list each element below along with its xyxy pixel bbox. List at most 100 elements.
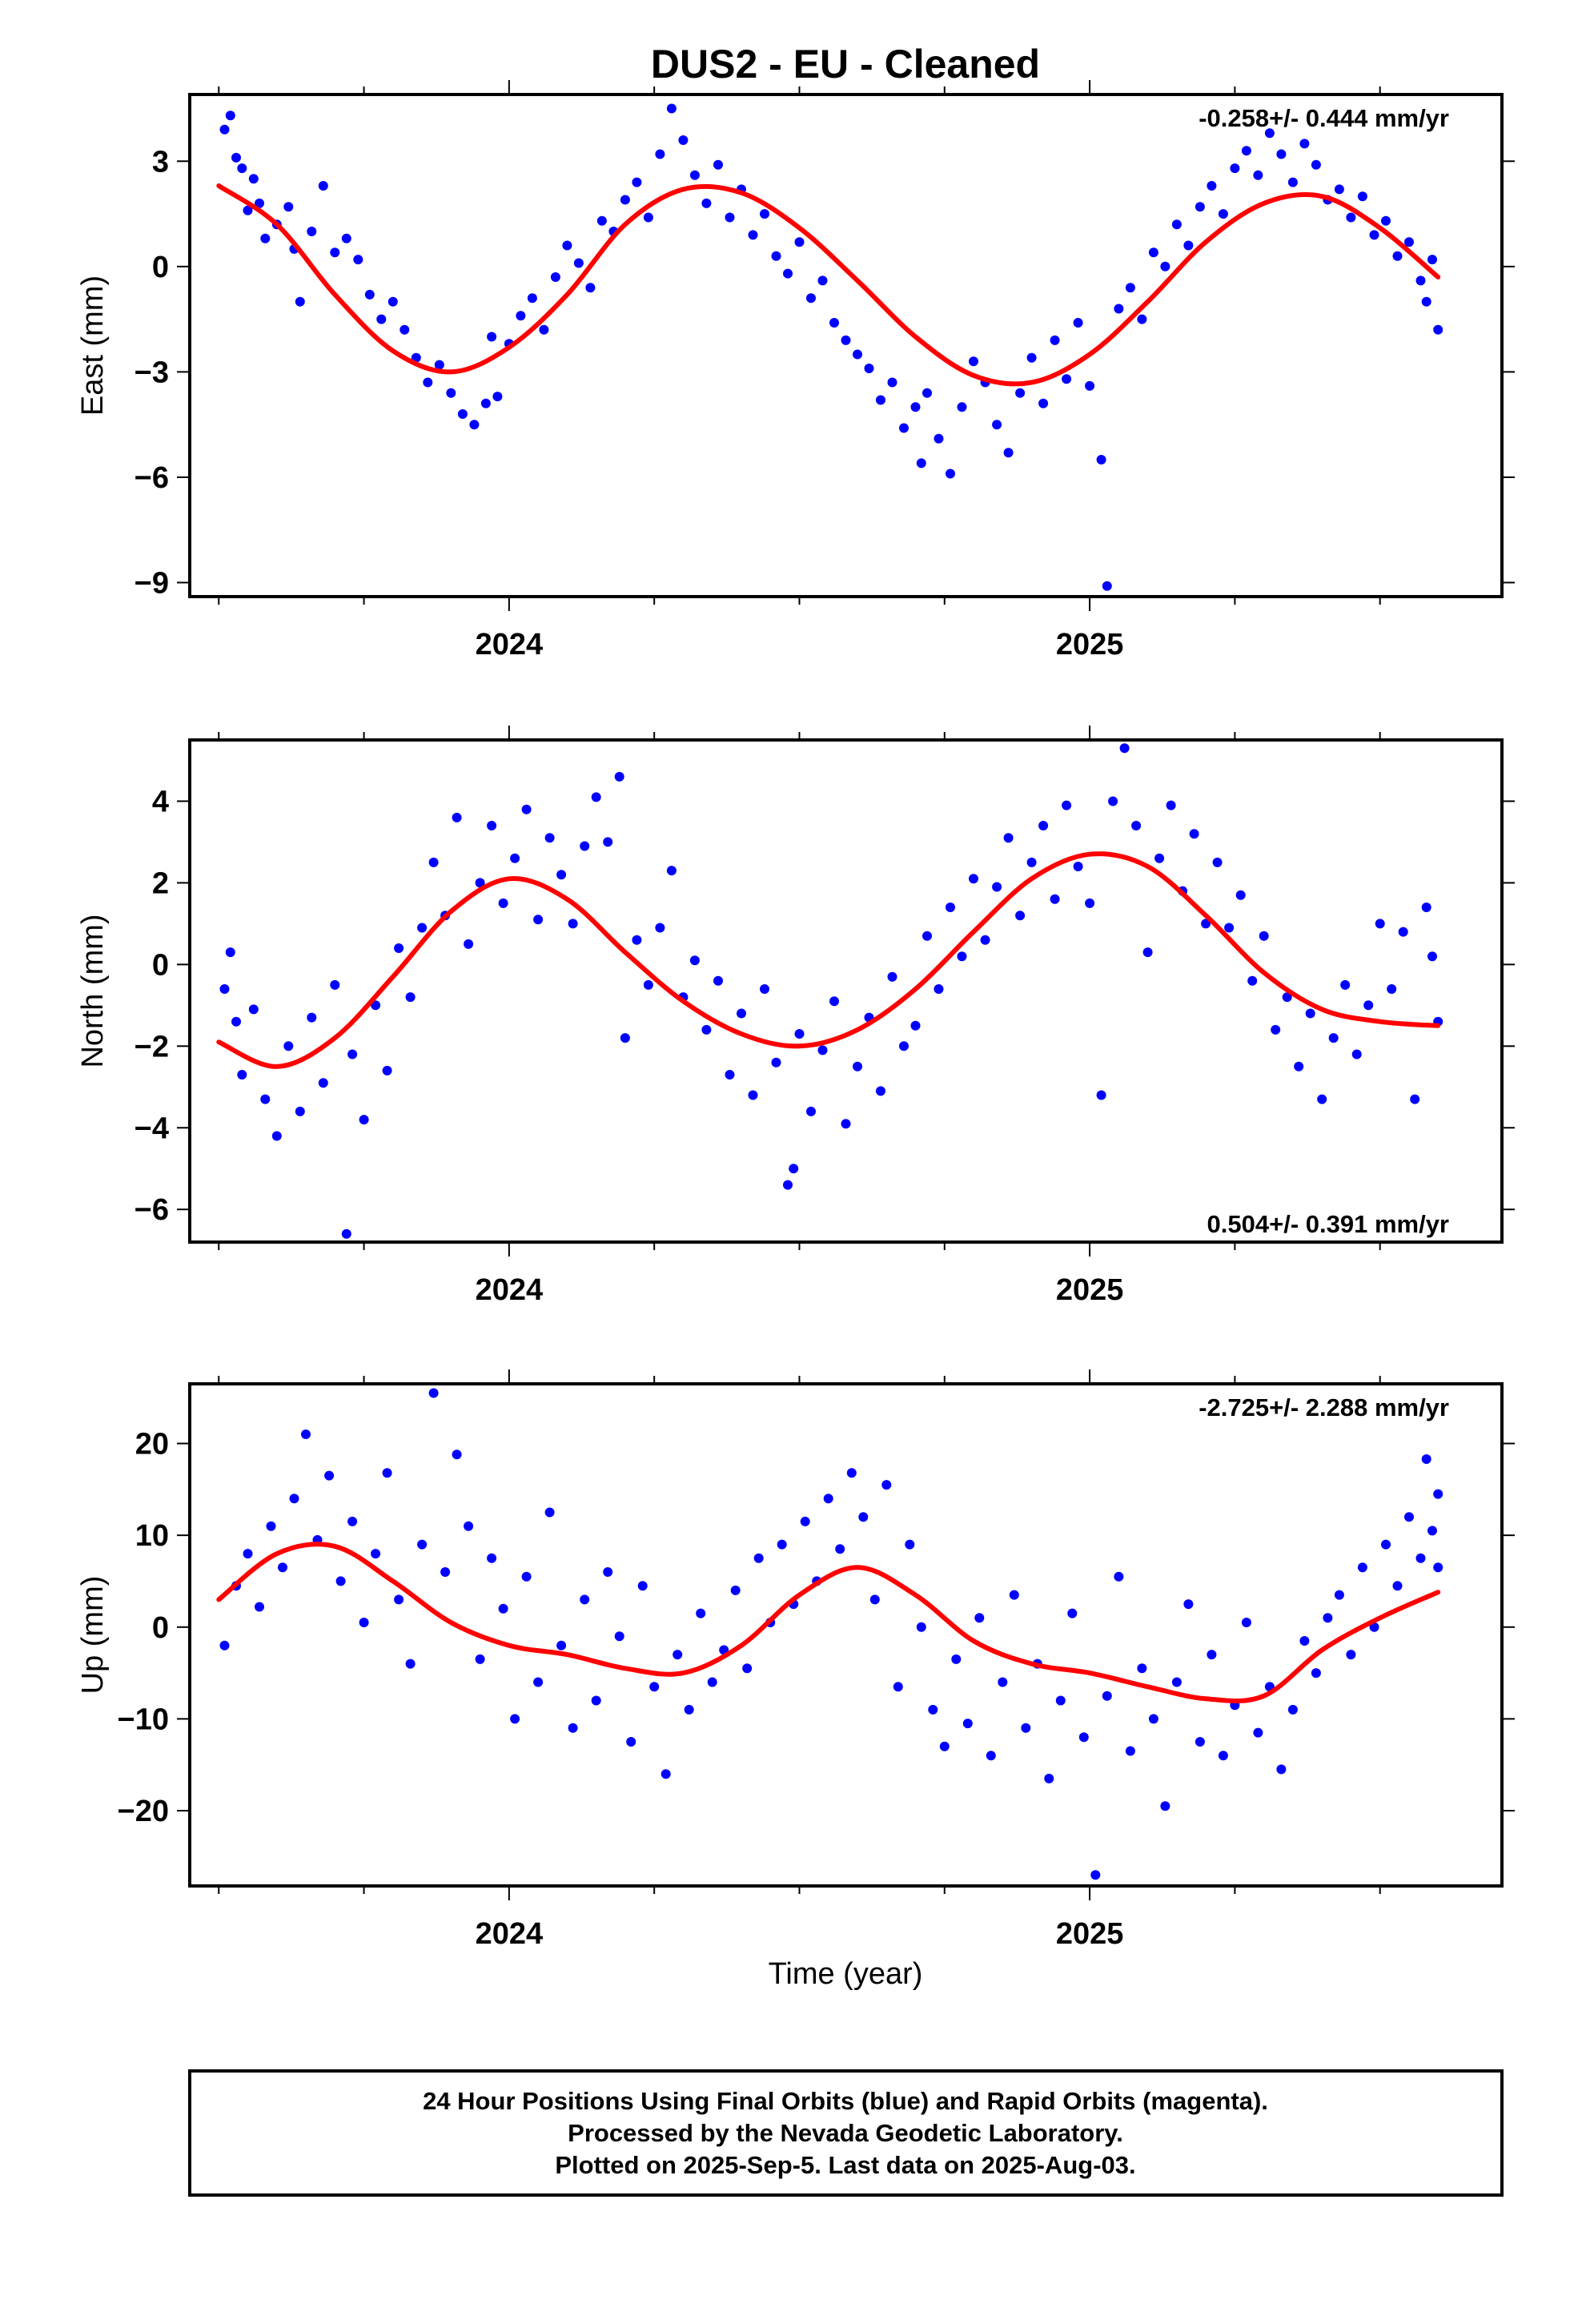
data-point bbox=[853, 349, 862, 360]
up-fit-curve bbox=[216, 1542, 1441, 1703]
data-point bbox=[1415, 275, 1426, 286]
data-point bbox=[899, 1041, 909, 1051]
data-point bbox=[359, 1618, 369, 1627]
data-point bbox=[1323, 1613, 1333, 1623]
data-point bbox=[899, 423, 909, 433]
data-point bbox=[364, 289, 375, 300]
y-tick-label: 3 bbox=[152, 145, 169, 179]
data-point bbox=[1404, 1512, 1414, 1522]
data-point bbox=[475, 878, 485, 888]
data-point bbox=[237, 163, 247, 174]
data-point bbox=[817, 275, 828, 286]
data-point bbox=[1207, 1650, 1217, 1660]
y-tick-label: 20 bbox=[135, 1428, 169, 1462]
data-point bbox=[887, 377, 897, 388]
x-tick-label: 2024 bbox=[476, 628, 544, 661]
data-point bbox=[876, 395, 885, 405]
data-point bbox=[1369, 1622, 1379, 1632]
data-point bbox=[475, 1654, 485, 1664]
x-tick-label: 2025 bbox=[1056, 1273, 1124, 1307]
data-point bbox=[946, 468, 955, 479]
data-point bbox=[974, 1613, 985, 1623]
data-point bbox=[986, 1751, 996, 1761]
data-point bbox=[1404, 237, 1414, 247]
data-point bbox=[1363, 1000, 1374, 1011]
data-point bbox=[219, 984, 230, 994]
data-point bbox=[283, 202, 294, 212]
data-point bbox=[1224, 923, 1235, 933]
data-point bbox=[1125, 1746, 1135, 1756]
data-point bbox=[1398, 927, 1408, 937]
data-point bbox=[1392, 1581, 1403, 1591]
data-point bbox=[934, 433, 944, 444]
data-point bbox=[248, 1004, 259, 1015]
data-point bbox=[969, 874, 978, 884]
data-point bbox=[666, 103, 677, 114]
data-point bbox=[1369, 230, 1379, 240]
data-point bbox=[382, 1468, 392, 1478]
data-point bbox=[922, 931, 932, 941]
data-point bbox=[1294, 1061, 1304, 1072]
data-point bbox=[760, 209, 769, 219]
data-point bbox=[1062, 374, 1072, 384]
data-point bbox=[632, 177, 642, 187]
data-point bbox=[1253, 1727, 1263, 1738]
data-point bbox=[295, 1106, 305, 1116]
data-point bbox=[1073, 862, 1083, 871]
data-point bbox=[678, 135, 689, 145]
data-point bbox=[1387, 984, 1397, 994]
data-point bbox=[591, 792, 601, 802]
x-tick-label: 2025 bbox=[1056, 628, 1124, 661]
data-point bbox=[1235, 890, 1246, 900]
footer-frame bbox=[188, 2069, 1504, 2197]
data-point bbox=[1142, 947, 1153, 958]
data-point bbox=[1044, 1773, 1054, 1783]
data-point bbox=[910, 402, 921, 412]
data-point bbox=[243, 1549, 253, 1559]
data-point bbox=[713, 975, 723, 986]
data-point bbox=[568, 1723, 578, 1733]
data-point bbox=[480, 398, 491, 408]
data-point bbox=[962, 1719, 973, 1729]
data-point bbox=[556, 1640, 567, 1651]
data-point bbox=[1218, 209, 1228, 219]
data-point bbox=[376, 314, 387, 324]
data-point bbox=[428, 857, 439, 867]
data-point bbox=[1287, 1704, 1298, 1715]
data-point bbox=[544, 1507, 555, 1518]
data-point bbox=[1073, 318, 1083, 328]
data-point bbox=[295, 296, 305, 307]
data-point bbox=[992, 420, 1002, 430]
data-point bbox=[550, 272, 560, 282]
data-point bbox=[673, 1650, 683, 1660]
data-point bbox=[1085, 380, 1095, 391]
y-tick-label: −2 bbox=[135, 1030, 169, 1063]
data-point bbox=[1038, 398, 1049, 408]
data-point bbox=[846, 1468, 857, 1478]
data-point bbox=[689, 170, 700, 180]
y-tick-label: −3 bbox=[135, 356, 169, 389]
data-point bbox=[371, 1000, 381, 1011]
x-axis-title: Time (year) bbox=[769, 1957, 923, 1991]
up-rate-label: -2.725+/- 2.288 mm/yr bbox=[1199, 1393, 1449, 1421]
data-point bbox=[417, 923, 428, 933]
data-point bbox=[521, 804, 532, 814]
data-point bbox=[794, 237, 805, 247]
data-point bbox=[394, 1594, 404, 1605]
y-tick-label: 0 bbox=[152, 948, 169, 982]
data-point bbox=[248, 174, 259, 184]
data-point bbox=[1160, 261, 1170, 271]
data-point bbox=[446, 388, 456, 398]
data-point bbox=[1427, 1526, 1437, 1536]
data-point bbox=[568, 919, 578, 929]
data-point bbox=[289, 1494, 299, 1504]
data-point bbox=[405, 992, 416, 1003]
data-point bbox=[701, 1024, 712, 1035]
data-point bbox=[341, 1228, 351, 1239]
data-point bbox=[881, 1480, 892, 1490]
data-point bbox=[452, 1449, 462, 1460]
data-point bbox=[452, 812, 462, 822]
data-point bbox=[1334, 1590, 1344, 1600]
data-point bbox=[539, 324, 549, 335]
data-point bbox=[1015, 911, 1026, 921]
